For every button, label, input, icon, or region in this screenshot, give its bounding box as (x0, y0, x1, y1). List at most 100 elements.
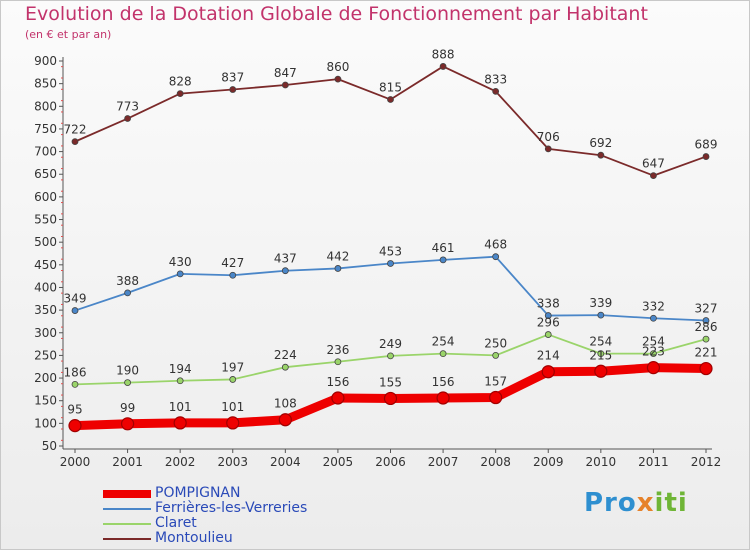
data-point-ferri-res-les-verreries (650, 314, 657, 322)
data-point-claret (650, 350, 657, 358)
legend-label-montoulieu: Montoulieu (155, 530, 233, 546)
data-label-ferri-res-les-verreries: 461 (432, 241, 455, 255)
x-tick-label: 2003 (217, 455, 248, 469)
data-label-montoulieu: 888 (432, 47, 455, 61)
data-label-ferri-res-les-verreries: 338 (537, 297, 560, 311)
data-label-montoulieu: 815 (379, 81, 402, 95)
data-point-claret (702, 335, 710, 343)
logo-part-1: Pro (584, 488, 637, 518)
data-label-pompignan: 157 (484, 375, 507, 389)
data-point-ferri-res-les-verreries (387, 260, 394, 267)
data-label-ferri-res-les-verreries: 388 (116, 274, 139, 288)
legend-swatch-montoulieu (103, 538, 151, 540)
x-tick-label: 2001 (112, 455, 143, 469)
data-label-ferri-res-les-verreries: 349 (64, 292, 87, 306)
data-label-claret: 194 (169, 362, 192, 376)
legend-label-ferrieres: Ferrières-les-Verreries (155, 500, 308, 516)
data-point-pompignan (383, 391, 398, 406)
y-tick-label: 500 (34, 235, 57, 249)
data-label-ferri-res-les-verreries: 332 (642, 299, 665, 313)
data-point-pompignan (226, 416, 240, 430)
data-point-ferri-res-les-verreries (124, 289, 131, 297)
y-tick-label: 900 (34, 54, 57, 68)
data-label-ferri-res-les-verreries: 437 (274, 252, 297, 266)
data-point-pompignan (699, 361, 713, 376)
data-label-claret: 236 (326, 343, 349, 357)
data-point-pompignan (489, 390, 503, 405)
x-tick-label: 2010 (586, 455, 617, 469)
data-label-pompignan: 99 (120, 401, 135, 415)
data-label-pompignan: 221 (695, 346, 718, 360)
legend-label-pompignan: POMPIGNAN (155, 485, 241, 501)
data-point-ferri-res-les-verreries (71, 307, 79, 314)
x-tick-label: 2004 (270, 455, 301, 469)
data-label-pompignan: 155 (379, 375, 402, 389)
y-tick-label: 150 (34, 394, 57, 408)
y-tick-label: 550 (34, 213, 57, 227)
data-label-montoulieu: 837 (221, 71, 244, 85)
x-tick-label: 2002 (165, 455, 196, 469)
y-tick-label: 600 (34, 190, 57, 204)
logo-part-3: iti (654, 488, 688, 518)
data-point-pompignan (68, 419, 82, 433)
data-point-claret (124, 379, 131, 386)
data-point-ferri-res-les-verreries (334, 265, 342, 272)
data-point-montoulieu (124, 115, 131, 122)
x-tick-label: 2006 (375, 455, 406, 469)
y-tick-label: 100 (34, 416, 57, 430)
data-label-montoulieu: 847 (274, 66, 297, 80)
series-ferri-res-les-verreries (71, 253, 710, 324)
series-montoulieu (71, 63, 710, 179)
data-point-montoulieu (544, 145, 552, 153)
chart-subtitle: (en € et par an) (25, 28, 112, 41)
data-label-montoulieu: 689 (695, 138, 718, 152)
data-label-pompignan: 101 (221, 400, 244, 414)
data-point-claret (281, 363, 289, 371)
data-point-montoulieu (650, 172, 657, 179)
legend-swatch-ferrieres (103, 508, 151, 510)
legend-swatch-pompignan (103, 490, 151, 498)
data-point-pompignan (278, 413, 292, 427)
data-point-pompignan (541, 365, 555, 379)
data-label-claret: 296 (537, 316, 560, 330)
data-point-montoulieu (334, 75, 342, 83)
data-point-montoulieu (492, 87, 500, 95)
y-tick-label: 350 (34, 303, 57, 317)
data-label-montoulieu: 860 (326, 60, 349, 74)
data-label-claret: 186 (64, 365, 87, 379)
data-label-montoulieu: 692 (589, 136, 612, 150)
data-point-montoulieu (281, 81, 289, 89)
proxiti-logo: Proxiti (584, 488, 688, 518)
y-tick-label: 250 (34, 348, 57, 362)
data-label-pompignan: 223 (642, 345, 665, 359)
data-label-claret: 249 (379, 337, 402, 351)
data-point-pompignan (120, 417, 135, 431)
series-pompignan (68, 361, 713, 433)
series-claret (71, 331, 710, 388)
data-label-pompignan: 156 (326, 375, 349, 389)
chart-data-labels: 722 773 828 837 847 860 815 888 833 706 692 647 689 3… (64, 47, 718, 416)
data-label-montoulieu: 722 (64, 123, 87, 137)
data-label-ferri-res-les-verreries: 339 (589, 296, 612, 310)
data-point-claret (229, 376, 237, 383)
data-label-claret: 197 (221, 360, 244, 374)
y-tick-label: 50 (42, 439, 57, 453)
y-tick-label: 700 (34, 145, 57, 159)
data-point-ferri-res-les-verreries (281, 267, 289, 275)
data-point-ferri-res-les-verreries (597, 311, 605, 319)
y-tick-label: 300 (34, 326, 57, 340)
data-point-montoulieu (439, 63, 447, 70)
y-tick-label: 750 (34, 122, 57, 136)
y-tick-label: 850 (34, 77, 57, 91)
data-label-pompignan: 95 (67, 403, 82, 417)
data-point-ferri-res-les-verreries (544, 312, 552, 319)
data-label-ferri-res-les-verreries: 468 (484, 238, 507, 252)
logo-part-2: x (636, 488, 655, 518)
data-label-montoulieu: 706 (537, 130, 560, 144)
data-point-montoulieu (229, 86, 237, 93)
data-point-claret (176, 377, 184, 385)
data-label-claret: 190 (116, 364, 139, 378)
data-point-montoulieu (176, 90, 184, 98)
data-label-pompignan: 156 (432, 375, 455, 389)
